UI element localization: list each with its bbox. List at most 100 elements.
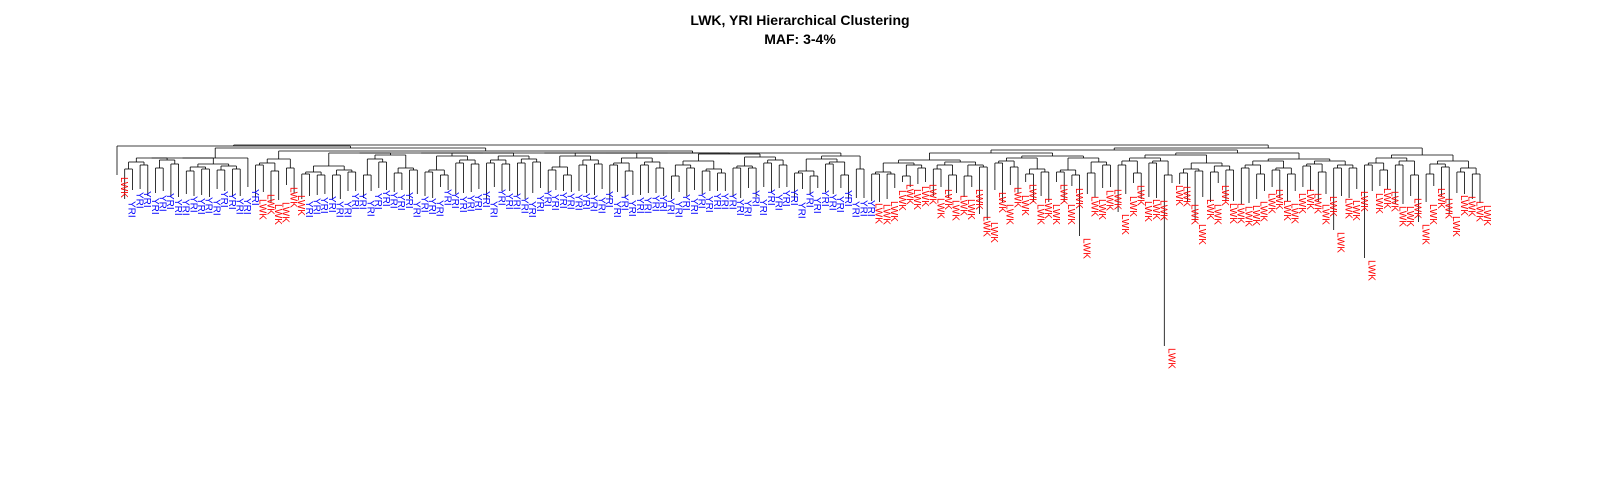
leaf-label: YRI: [187, 196, 198, 213]
leaf-label: YRI: [126, 201, 137, 218]
leaf-label: LWK: [1034, 204, 1045, 225]
leaf-label: YRI: [203, 197, 214, 214]
leaf-label: YRI: [249, 189, 260, 206]
leaf-label: YRI: [503, 193, 514, 210]
leaf-label: LWK: [1335, 232, 1346, 253]
leaf-label: YRI: [133, 192, 144, 209]
leaf-label: YRI: [865, 200, 876, 217]
leaf-label: YRI: [449, 192, 460, 209]
leaf-label: LWK: [1319, 204, 1330, 225]
leaf-label: LWK: [1350, 200, 1361, 221]
leaf-label: YRI: [434, 200, 445, 217]
leaf-label: LWK: [996, 192, 1007, 213]
leaf-label: YRI: [672, 201, 683, 218]
leaf-label: LWK: [1389, 191, 1400, 212]
leaf-label: LWK: [1289, 203, 1300, 224]
leaf-label: LWK: [1381, 188, 1392, 209]
leaf-label: LWK: [1019, 195, 1030, 216]
leaf-label: LWK: [1150, 199, 1161, 220]
leaf-label: YRI: [488, 201, 499, 218]
leaf-label: YRI: [480, 191, 491, 208]
leaf-label: LWK: [1443, 198, 1454, 219]
leaf-label: YRI: [827, 194, 838, 211]
leaf-label: LWK: [957, 195, 968, 216]
leaf-label: YRI: [819, 190, 830, 207]
leaf-label: YRI: [210, 199, 221, 216]
leaf-label: YRI: [403, 192, 414, 209]
leaf-label: LWK: [1373, 193, 1384, 214]
leaf-label: YRI: [657, 195, 668, 212]
leaf-label: YRI: [388, 192, 399, 209]
leaf-label: YRI: [180, 199, 191, 216]
leaf-label: LWK: [1050, 204, 1061, 225]
leaf-label: LWK: [981, 216, 992, 237]
leaf-label: LWK: [919, 186, 930, 207]
leaf-label: YRI: [418, 196, 429, 213]
leaf-label: YRI: [726, 193, 737, 210]
leaf-label: YRI: [226, 193, 237, 210]
leaf-label: LWK: [1212, 204, 1223, 225]
leaf-label: LWK: [1412, 198, 1423, 219]
leaf-label: LWK: [1227, 203, 1238, 224]
leaf-label: LWK: [1358, 191, 1369, 212]
leaf-label: LWK: [1450, 216, 1461, 237]
leaf-label: LWK: [1366, 260, 1377, 281]
leaf-label: YRI: [850, 201, 861, 218]
leaf-label: LWK: [888, 201, 899, 222]
leaf-label: YRI: [857, 200, 868, 217]
leaf-label: YRI: [757, 199, 768, 216]
leaf-label: YRI: [542, 190, 553, 207]
leaf-label: LWK: [1073, 188, 1084, 209]
leaf-label: LWK: [1304, 189, 1315, 210]
leaf-label: LWK: [988, 222, 999, 243]
leaf-label: LWK: [1042, 198, 1053, 219]
leaf-label: YRI: [357, 193, 368, 210]
leaf-label: LWK: [1281, 200, 1292, 221]
leaf-label: YRI: [364, 200, 375, 217]
leaf-label: LWK: [1111, 189, 1122, 210]
leaf-label: LWK: [1158, 200, 1169, 221]
leaf-label: YRI: [649, 195, 660, 212]
leaf-label: LWK: [1427, 204, 1438, 225]
leaf-label: YRI: [195, 198, 206, 215]
leaf-label: YRI: [472, 194, 483, 211]
leaf-label: YRI: [326, 196, 337, 213]
leaf-label: YRI: [834, 196, 845, 213]
leaf-label: YRI: [696, 192, 707, 209]
leaf-label: YRI: [803, 191, 814, 208]
leaf-label: LWK: [1142, 201, 1153, 222]
leaf-label: YRI: [572, 194, 583, 211]
leaf-label: LWK: [1342, 198, 1353, 219]
leaf-label: YRI: [780, 190, 791, 207]
leaf-label: YRI: [711, 193, 722, 210]
leaf-label: LWK: [1473, 201, 1484, 222]
leaf-label: YRI: [349, 193, 360, 210]
leaf-label: LWK: [1296, 193, 1307, 214]
leaf-label: YRI: [549, 194, 560, 211]
leaf-label: YRI: [518, 197, 529, 214]
leaf-label: YRI: [372, 193, 383, 210]
leaf-label: YRI: [734, 199, 745, 216]
leaf-label: YRI: [634, 197, 645, 214]
leaf-label: YRI: [141, 191, 152, 208]
leaf-label: LWK: [1204, 199, 1215, 220]
leaf-label: YRI: [611, 201, 622, 218]
dendrogram-links: [116, 144, 1481, 346]
leaf-label: LWK: [1235, 203, 1246, 224]
leaf-label: YRI: [511, 193, 522, 210]
leaf-label: LWK: [1119, 214, 1130, 235]
leaf-label: YRI: [788, 189, 799, 206]
leaf-label: LWK: [264, 194, 275, 215]
leaf-label: YRI: [565, 193, 576, 210]
leaf-label: LWK: [257, 199, 268, 220]
leaf-label: YRI: [311, 198, 322, 215]
leaf-label: YRI: [665, 198, 676, 215]
leaf-label: YRI: [303, 201, 314, 218]
leaf-label: YRI: [796, 202, 807, 219]
leaf-label: LWK: [880, 204, 891, 225]
leaf-label: LWK: [1104, 190, 1115, 211]
leaf-label: YRI: [465, 195, 476, 212]
leaf-label: LWK: [1096, 199, 1107, 220]
leaf-label: LWK: [965, 199, 976, 220]
